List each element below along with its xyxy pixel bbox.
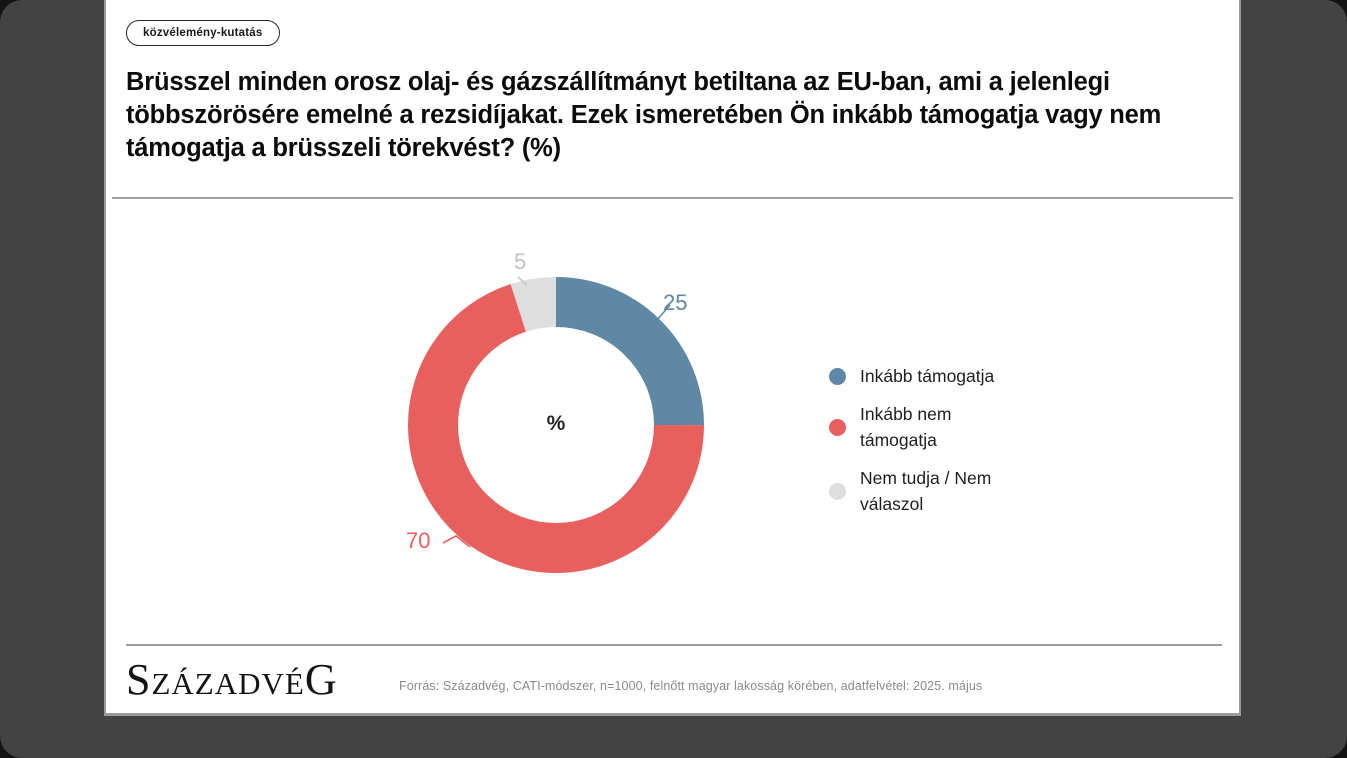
category-badge: közvélemény-kutatás	[126, 20, 280, 46]
value-label-nem-tamogatja: 70	[406, 528, 431, 553]
source-text: Forrás: Századvég, CATI-módszer, n=1000,…	[399, 679, 983, 693]
legend-label: Nem tudja / Nem válaszol	[860, 468, 992, 514]
bottom-divider	[126, 644, 1222, 646]
question-title: Brüsszel minden orosz olaj- és gázszállí…	[126, 68, 1162, 162]
chart-legend: Inkább támogatja Inkább nem támogatja Ne…	[829, 364, 1015, 517]
legend-dot-gray	[829, 483, 846, 500]
legend-dot-blue	[829, 368, 846, 386]
donut-chart	[408, 277, 704, 573]
top-divider	[112, 197, 1233, 199]
legend-item-tamogatja: Inkább támogatja	[829, 364, 1015, 389]
donut-center-percent-label: %	[546, 412, 566, 435]
infographic-card: közvélemény-kutatás Brüsszel minden oros…	[104, 0, 1241, 716]
legend-label: Inkább támogatja	[860, 366, 995, 386]
value-label-nem-tudja: 5	[514, 249, 527, 274]
legend-label: Inkább nem támogatja	[860, 404, 952, 450]
szazadveg-logo: SzázadvéG	[126, 655, 338, 704]
legend-item-nem-tudja: Nem tudja / Nem válaszol	[829, 466, 1015, 517]
legend-dot-red	[829, 419, 846, 437]
legend-item-nem-tamogatja: Inkább nem támogatja	[829, 402, 1015, 453]
value-label-tamogatja: 25	[663, 290, 688, 315]
